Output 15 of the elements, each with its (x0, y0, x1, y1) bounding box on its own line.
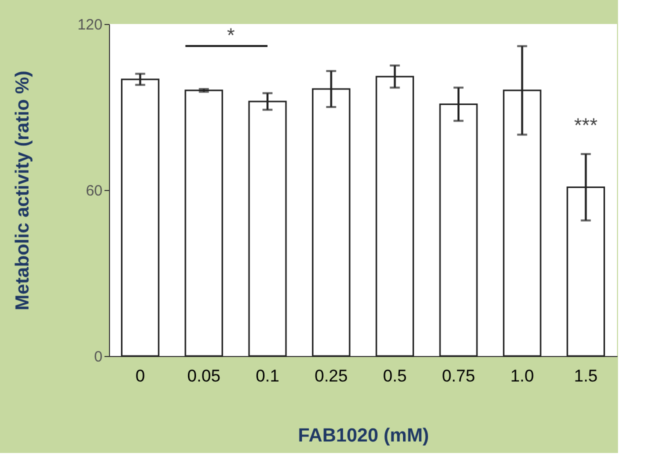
annotation: *** (574, 115, 598, 138)
y-axis-title: Metabolic activity (ratio %) (12, 70, 34, 310)
y-tick-label: 60 (86, 182, 102, 200)
x-tick-label: 0.1 (256, 366, 280, 386)
x-tick-label: 0.75 (442, 366, 476, 386)
x-tick-label: 0.5 (383, 366, 407, 386)
x-tick-label: 1.5 (574, 366, 598, 386)
x-tick-label: 0.25 (314, 366, 348, 386)
y-tick-label: 120 (77, 16, 102, 34)
x-tick-label: 0.05 (187, 366, 220, 386)
x-axis-title: FAB1020 (mM) (298, 426, 429, 446)
y-tick-label: 0 (94, 348, 102, 366)
x-tick-label: 1.0 (510, 366, 534, 386)
x-tick-label: 0 (135, 366, 145, 386)
annotation: * (227, 25, 236, 47)
